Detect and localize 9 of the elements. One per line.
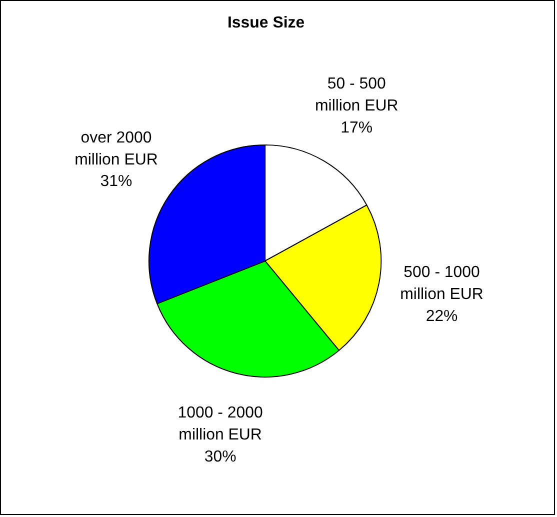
chart-title: Issue Size: [227, 14, 305, 32]
slice-label: 500 - 1000 million EUR: [400, 264, 484, 304]
data-label: 22%: [426, 308, 458, 325]
slice-label: 50 - 500 million EUR: [315, 76, 398, 115]
data-label: 17%: [340, 119, 373, 136]
slice-label: over 2000 million EUR: [74, 129, 158, 168]
data-label: 30%: [204, 448, 236, 466]
slice-label: 1000 - 2000 million EUR: [178, 404, 263, 444]
data-label: 31%: [100, 173, 132, 190]
